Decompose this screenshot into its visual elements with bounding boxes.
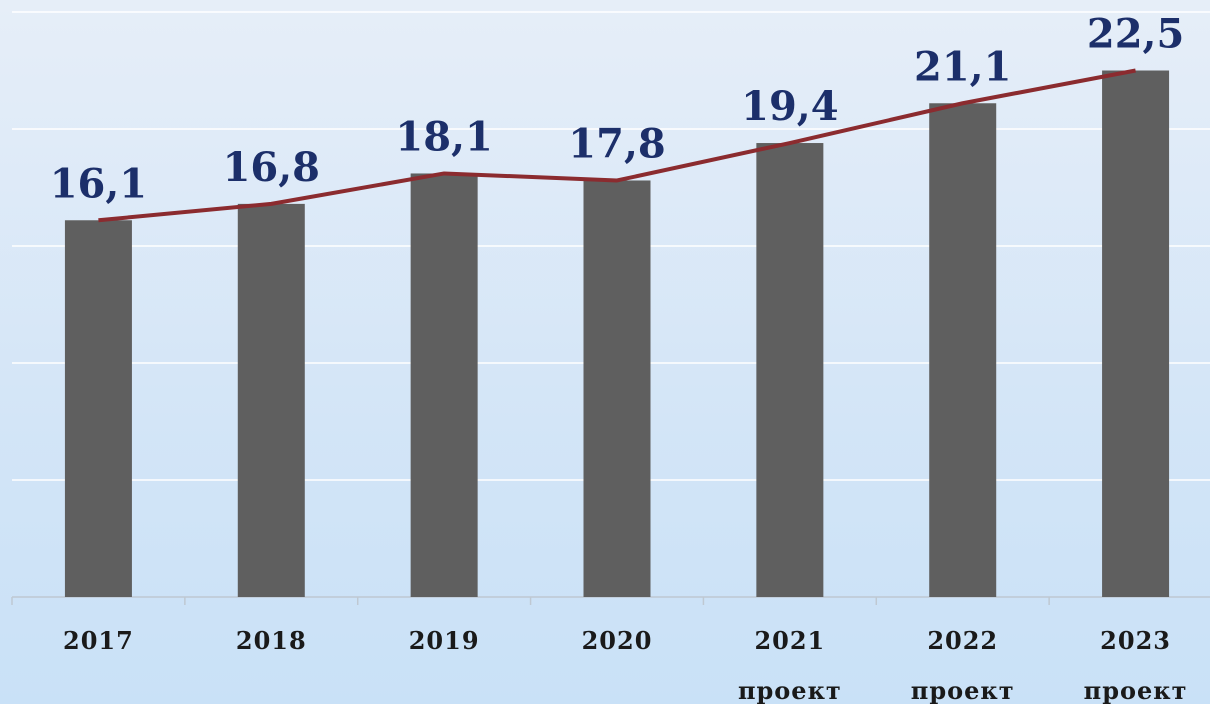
x-tick-label: 2020 bbox=[582, 626, 653, 655]
x-tick-label-line: проект bbox=[738, 676, 842, 704]
bar bbox=[929, 103, 997, 597]
data-label: 21,1 bbox=[914, 43, 1011, 90]
bar bbox=[583, 180, 651, 598]
x-tick-label-line: 2022 bbox=[927, 626, 998, 655]
x-tick-label-line: 2019 bbox=[409, 626, 480, 655]
x-tick-label-line: проект bbox=[911, 676, 1015, 704]
x-tick-label-line: проект bbox=[1084, 676, 1188, 704]
bar bbox=[64, 220, 132, 597]
x-tick-label-line: 2018 bbox=[236, 626, 307, 655]
x-tick-label-line: 2021 bbox=[754, 626, 825, 655]
bar bbox=[1102, 70, 1170, 597]
trend-line bbox=[98, 68, 1136, 223]
x-tick-label: 2023 проект bbox=[1084, 626, 1188, 704]
x-tick-label: 2018 bbox=[236, 626, 307, 655]
data-label: 17,8 bbox=[568, 120, 665, 167]
data-label: 16,1 bbox=[50, 160, 147, 207]
data-label: 22,5 bbox=[1087, 11, 1184, 58]
bar bbox=[237, 203, 305, 597]
x-tick-label: 2017 bbox=[63, 626, 134, 655]
data-label: 16,8 bbox=[223, 144, 320, 191]
x-tick-label-line: 2023 bbox=[1100, 626, 1171, 655]
x-tick-label-line: 2017 bbox=[63, 626, 134, 655]
data-label: 18,1 bbox=[395, 113, 492, 160]
x-tick-label: 2021 проект bbox=[738, 626, 842, 704]
x-tick-label: 2019 bbox=[409, 626, 480, 655]
bar bbox=[410, 173, 478, 597]
data-label: 19,4 bbox=[741, 83, 838, 130]
bar bbox=[756, 143, 824, 598]
x-tick-label: 2022 проект bbox=[911, 626, 1015, 704]
x-tick-label-line: 2020 bbox=[582, 626, 653, 655]
